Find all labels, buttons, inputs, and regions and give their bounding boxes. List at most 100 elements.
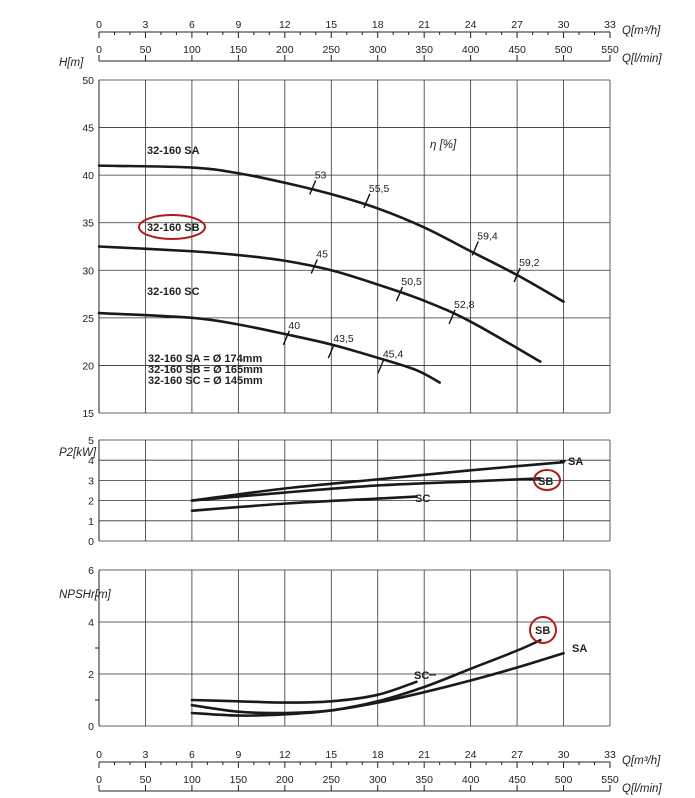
top-lmin-tick-label: 400 (462, 44, 480, 56)
npsh-panel: 0 2 4 6 NPSHr[m] SA SB SC (59, 565, 611, 733)
efficiency-mark-label: 53 (315, 170, 327, 182)
head-y-tick-label: 25 (82, 313, 94, 325)
top-m3h-tick-label: 21 (418, 19, 430, 31)
head-series-32-160-sc (97, 311, 441, 384)
top-m3h-tick-label: 3 (143, 19, 149, 31)
efficiency-mark-label: 50,5 (401, 276, 422, 288)
bottom-m3h-tick-label: 33 (604, 749, 616, 761)
bottom-lmin-tick-label: 550 (601, 774, 619, 786)
top-lmin-tick-label: 450 (508, 44, 526, 56)
power-series-sc (190, 495, 418, 512)
top-m3h-tick-label: 12 (279, 19, 291, 31)
efficiency-mark-label: 52,8 (454, 299, 475, 311)
bottom-lmin-tick-label: 400 (462, 774, 480, 786)
efficiency-mark (282, 330, 291, 346)
top-m3h-tick-label: 24 (465, 19, 477, 31)
top-m3h-tick-label: 15 (325, 19, 337, 31)
efficiency-mark (377, 359, 385, 374)
npsh-y-tick-label: 4 (88, 617, 94, 629)
power-y-tick-label: 5 (88, 435, 94, 447)
power-y-tick-label: 1 (88, 516, 94, 528)
power-series-sa (190, 460, 565, 502)
efficiency-mark-label: 59,4 (477, 230, 498, 242)
top-lmin-tick-label: 500 (555, 44, 573, 56)
efficiency-axis-label: η [%] (430, 139, 457, 151)
efficiency-mark-label: 45 (316, 248, 328, 260)
bottom-lmin-tick-label: 250 (323, 774, 341, 786)
top-lmin-tick-label: 150 (230, 44, 248, 56)
power-y-tick-label: 4 (88, 455, 94, 467)
bottom-lmin-tick-label: 50 (140, 774, 152, 786)
top-m3h-tick-label: 9 (235, 19, 241, 31)
npsh-series-label-sc: SC (414, 670, 429, 682)
impeller-diameter-legend-line: 32-160 SC = Ø 145mm (148, 375, 263, 387)
bottom-m3h-tick-label: 12 (279, 749, 291, 761)
top-lmin-tick-label: 200 (276, 44, 294, 56)
top-m3h-tick-label: 27 (511, 19, 523, 31)
npsh-series-label-sa: SA (572, 643, 587, 655)
head-y-tick-label: 35 (82, 218, 94, 230)
head-series-name-label: 32-160 SC (147, 286, 200, 298)
top-lmin-unit-label: Q[l/min] (622, 53, 662, 65)
npsh-y-axis-label: NPSHr[m] (59, 589, 112, 601)
efficiency-mark-label: 40 (288, 320, 300, 332)
bottom-m3h-tick-label: 27 (511, 749, 523, 761)
power-series-sb (190, 477, 542, 502)
efficiency-mark (363, 193, 371, 209)
bottom-m3h-tick-label: 3 (143, 749, 149, 761)
top-m3h-tick-label: 0 (96, 19, 102, 31)
bottom-lmin-tick-label: 500 (555, 774, 573, 786)
efficiency-mark-label: 43,5 (333, 333, 354, 345)
bottom-m3h-tick-label: 30 (558, 749, 570, 761)
head-y-tick-label: 20 (82, 360, 94, 372)
head-series-32-160-sa (97, 164, 565, 303)
top-flow-axes: 0 3 6 9 12 15 18 21 24 27 30 33 0 50 100 150 200 250 300 35… (96, 19, 662, 65)
top-lmin-tick-label: 100 (183, 44, 201, 56)
head-series-name-label: 32-160 SA (147, 145, 200, 157)
npsh-series-sb (190, 638, 542, 717)
efficiency-mark (471, 241, 479, 256)
npsh-y-tick-label: 2 (88, 669, 94, 681)
bottom-lmin-tick-label: 0 (96, 774, 102, 786)
power-y-tick-label: 3 (88, 475, 94, 487)
power-y-tick-label: 0 (88, 536, 94, 548)
efficiency-mark (310, 259, 318, 274)
head-y-tick-label: 50 (82, 75, 94, 87)
top-lmin-tick-label: 300 (369, 44, 387, 56)
top-m3h-tick-label: 30 (558, 19, 570, 31)
bottom-lmin-tick-label: 450 (508, 774, 526, 786)
efficiency-mark-label: 55,5 (369, 183, 390, 195)
bottom-m3h-tick-label: 0 (96, 749, 102, 761)
impeller-diameter-legend-line: 32-160 SA = Ø 174mm (148, 353, 262, 365)
head-sb-highlight-ellipse (138, 214, 206, 240)
top-lmin-tick-label: 0 (96, 44, 102, 56)
bottom-flow-axes: 0 3 6 9 12 15 18 21 24 27 30 33 0 50 100 150 200 250 300 35… (96, 749, 662, 795)
bottom-lmin-tick-label: 150 (230, 774, 248, 786)
bottom-lmin-tick-label: 200 (276, 774, 294, 786)
power-series-label-sc: SC (415, 493, 430, 505)
npsh-series-sc (190, 680, 418, 704)
npsh-sb-highlight-circle (529, 616, 557, 644)
head-y-axis-label: H[m] (59, 57, 84, 69)
efficiency-mark (395, 286, 404, 302)
head-y-tick-label: 15 (82, 408, 94, 420)
head-y-tick-label: 40 (82, 170, 94, 182)
efficiency-mark (327, 343, 335, 359)
bottom-m3h-tick-label: 15 (325, 749, 337, 761)
bottom-m3h-tick-label: 9 (235, 749, 241, 761)
bottom-lmin-tick-label: 100 (183, 774, 201, 786)
efficiency-mark-label: 59,2 (519, 257, 540, 269)
top-m3h-tick-label: 33 (604, 19, 616, 31)
bottom-m3h-tick-label: 21 (418, 749, 430, 761)
head-panel: 15 20 25 30 35 40 45 50 H[m] 32-160 SA 32-160 SB 32… (59, 57, 611, 420)
head-y-tick-label: 30 (82, 265, 94, 277)
efficiency-mark (309, 180, 317, 195)
efficiency-mark (513, 267, 521, 283)
bottom-m3h-tick-label: 18 (372, 749, 384, 761)
power-y-tick-label: 2 (88, 496, 94, 508)
impeller-diameter-legend-line: 32-160 SB = Ø 165mm (148, 364, 263, 376)
bottom-m3h-unit-label: Q[m³/h] (622, 755, 661, 767)
bottom-m3h-tick-label: 6 (189, 749, 195, 761)
bottom-m3h-tick-label: 24 (465, 749, 477, 761)
